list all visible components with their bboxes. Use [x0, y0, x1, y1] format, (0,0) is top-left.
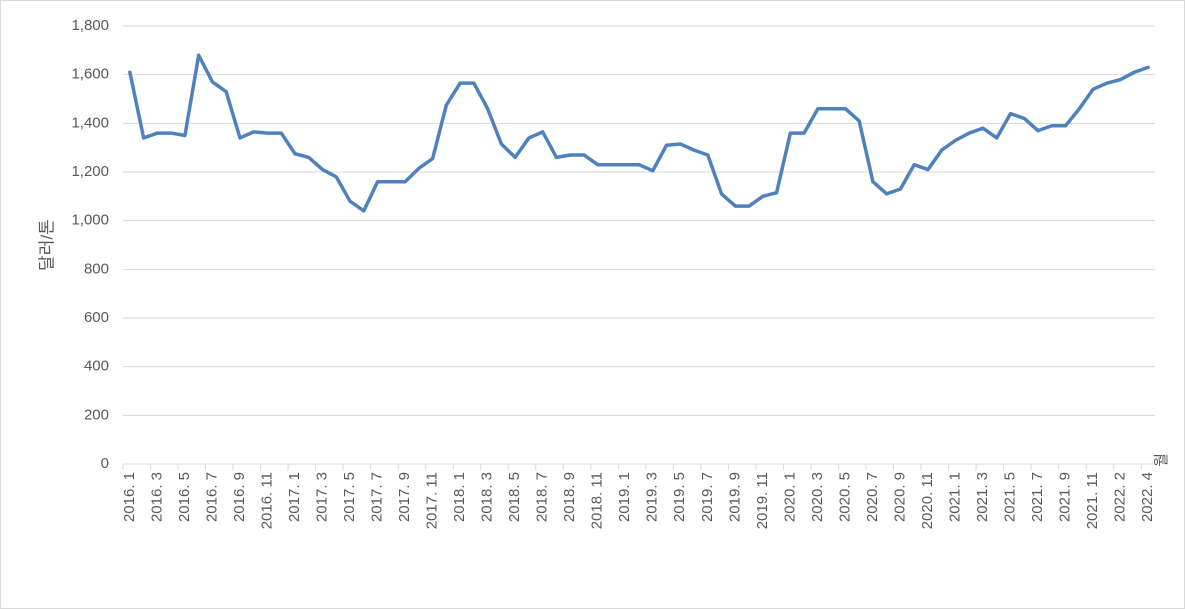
x-axis-unit: 월 [1153, 453, 1170, 467]
y-tick-label: 0 [101, 455, 109, 472]
x-tick-label: 2021. 11 [1084, 472, 1101, 529]
x-tick-label: 2022. 4 [1139, 472, 1156, 522]
x-tick-label: 2018. 7 [534, 472, 551, 522]
x-tick-label: 2020. 7 [864, 472, 881, 522]
y-tick-label: 1,600 [71, 66, 109, 83]
y-axis-title: 달러/톤 [37, 219, 56, 271]
x-tick-label: 2016. 11 [258, 472, 275, 529]
x-tick-label: 2020. 11 [919, 472, 936, 529]
x-tick-label: 2021. 5 [1001, 472, 1018, 522]
x-tick-label: 2017. 5 [341, 472, 358, 522]
x-tick-label: 2017. 11 [424, 472, 441, 529]
y-tick-label: 800 [84, 260, 109, 277]
y-tick-label: 1,800 [71, 17, 109, 34]
y-tick-label: 200 [84, 406, 109, 423]
x-tick-label: 2022. 2 [1112, 472, 1129, 522]
x-tick-label: 2021. 7 [1029, 472, 1046, 522]
x-tick-label: 2019. 9 [726, 472, 743, 522]
y-tick-label: 400 [84, 358, 109, 375]
x-tick-label: 2021. 1 [946, 472, 963, 522]
x-tick-label: 2017. 3 [313, 472, 330, 522]
x-tick-label: 2016. 3 [148, 472, 165, 522]
x-tick-label: 2019. 1 [616, 472, 633, 522]
y-tick-label: 1,400 [71, 114, 109, 131]
x-tick-label: 2016. 5 [176, 472, 193, 522]
x-tick-label: 2021. 3 [974, 472, 991, 522]
x-tick-label: 2020. 1 [781, 472, 798, 522]
x-tick-label: 2017. 7 [369, 472, 386, 522]
y-tick-label: 600 [84, 309, 109, 326]
x-tick-label: 2021. 9 [1057, 472, 1074, 522]
x-tick-label: 2017. 1 [286, 472, 303, 522]
x-tick-label: 2018. 3 [479, 472, 496, 522]
x-tick-label: 2020. 5 [836, 472, 853, 522]
y-tick-label: 1,000 [71, 212, 109, 229]
x-tick-label: 2018. 1 [451, 472, 468, 522]
x-tick-label: 2016. 1 [121, 472, 138, 522]
line-series [128, 53, 1150, 213]
x-tick-label: 2020. 3 [809, 472, 826, 522]
x-tick-label: 2017. 9 [396, 472, 413, 522]
x-tick-label: 2020. 9 [891, 472, 908, 522]
y-tick-label: 1,200 [71, 163, 109, 180]
x-tick-label: 2019. 5 [671, 472, 688, 522]
x-tick-label: 2018. 5 [506, 472, 523, 522]
x-tick-label: 2018. 9 [561, 472, 578, 522]
x-tick-label: 2019. 3 [644, 472, 661, 522]
x-tick-label: 2019. 11 [754, 472, 771, 529]
x-tick-label: 2016. 9 [231, 472, 248, 522]
x-tick-label: 2016. 7 [203, 472, 220, 522]
x-tick-label: 2018. 11 [589, 472, 606, 529]
x-tick-label: 2019. 7 [699, 472, 716, 522]
